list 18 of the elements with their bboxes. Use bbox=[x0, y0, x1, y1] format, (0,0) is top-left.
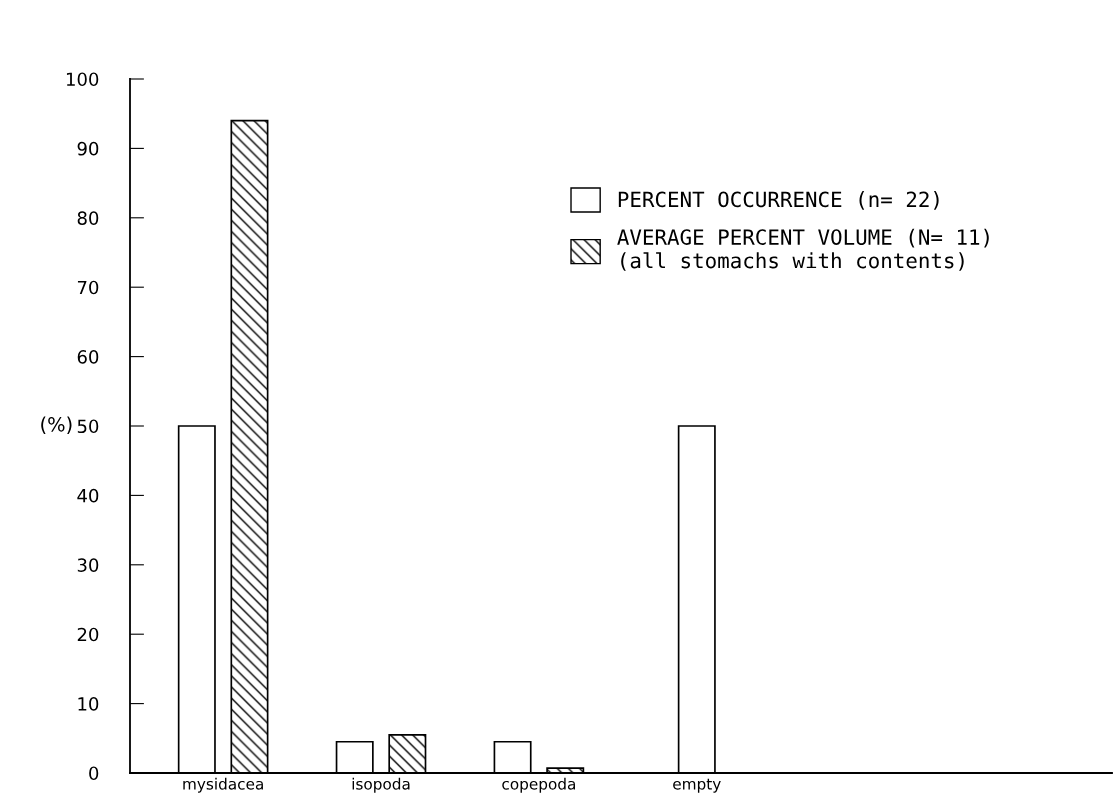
y-tick-label: 30 bbox=[77, 558, 99, 572]
y-tick-label: 80 bbox=[77, 211, 99, 225]
y-tick-label: 0 bbox=[89, 766, 99, 781]
legend-label: AVERAGE PERCENT VOLUME (N= 11) (all stomachs with contents) bbox=[617, 228, 989, 271]
x-tick-label: isopoda bbox=[352, 777, 410, 793]
y-tick-label: 50 bbox=[77, 419, 99, 434]
y-tick-label: 10 bbox=[78, 697, 99, 711]
y-tick-label: 100 bbox=[66, 72, 99, 87]
x-tick-label: empty bbox=[673, 778, 721, 793]
x-tick-label: mysidacea bbox=[183, 777, 263, 793]
x-tick-label: copepoda bbox=[502, 777, 575, 793]
y-tick-label: 60 bbox=[77, 350, 99, 364]
legend-label: PERCENT OCCURRENCE (n= 22) bbox=[618, 191, 939, 210]
y-axis-title: (%) bbox=[41, 416, 72, 434]
y-tick-label: 40 bbox=[77, 488, 99, 503]
y-tick-label: 20 bbox=[77, 627, 99, 642]
y-tick-label: 90 bbox=[77, 141, 99, 156]
y-tick-label: 70 bbox=[77, 280, 99, 295]
